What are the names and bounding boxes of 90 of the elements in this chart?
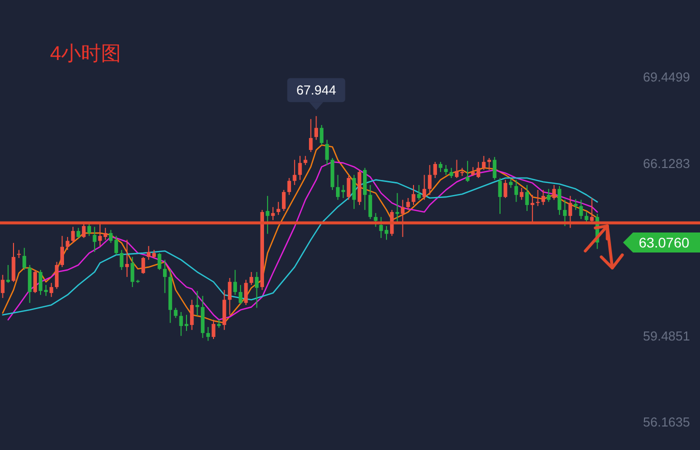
candlestick <box>536 189 540 207</box>
candlestick <box>584 212 588 222</box>
candlestick <box>433 161 437 179</box>
candlestick <box>298 155 302 180</box>
candlestick <box>374 212 378 228</box>
candlestick <box>0 274 5 298</box>
candlestick <box>487 158 492 170</box>
y-tick-label: 69.4499 <box>643 70 690 84</box>
chart-title: 4小时图 <box>50 43 122 65</box>
candlestick <box>54 261 59 290</box>
candlestick <box>92 226 96 253</box>
candlestick <box>454 159 459 179</box>
candlestick <box>546 188 550 202</box>
candlestick <box>125 239 129 278</box>
annotation: 67.944 <box>296 82 336 98</box>
candlestick <box>212 319 216 340</box>
y-tick-label: 59.4851 <box>643 328 690 344</box>
candlestick <box>82 223 86 238</box>
candlestick <box>254 272 259 308</box>
candlestick <box>336 174 340 200</box>
candlestick <box>33 269 37 294</box>
candlestick <box>368 184 372 220</box>
candlestick <box>304 155 308 166</box>
candlestick <box>568 195 572 228</box>
candlestick <box>574 198 578 210</box>
candlestick <box>190 299 194 330</box>
candlestick <box>406 198 410 210</box>
candlestick <box>66 236 70 250</box>
candlestick <box>341 184 346 198</box>
candlestick <box>174 307 178 318</box>
candlestick <box>504 179 508 198</box>
candlestick <box>438 161 442 173</box>
candlestick <box>352 174 356 210</box>
candlestick <box>287 178 292 196</box>
candlestick <box>325 139 329 166</box>
candlestick <box>530 194 534 222</box>
y-tick-label: 56.1635 <box>643 414 690 430</box>
candlestick <box>563 199 567 227</box>
candlestick <box>320 124 324 146</box>
candlestick <box>482 155 486 170</box>
candlestick <box>114 235 118 256</box>
candlestick <box>108 229 113 244</box>
candlestick <box>428 164 432 196</box>
candlestick <box>579 199 583 220</box>
candlestick <box>422 174 426 200</box>
candlestick <box>228 277 232 316</box>
candlestick <box>444 164 448 176</box>
candlestick <box>238 284 242 304</box>
candlestick <box>233 269 237 296</box>
candlestick <box>417 184 421 200</box>
candlestick <box>276 201 280 216</box>
candlestick <box>282 189 286 212</box>
candlestick <box>346 175 350 200</box>
candlestick <box>141 256 146 274</box>
candlestick <box>12 242 16 282</box>
candlestick <box>395 192 400 222</box>
candlestick <box>76 227 80 238</box>
candlestick <box>292 159 296 186</box>
candlestick <box>195 290 200 316</box>
candlestick <box>163 259 167 294</box>
candlestick <box>6 264 10 284</box>
candlestick <box>250 272 254 286</box>
candlestick <box>266 195 270 234</box>
candlestick <box>590 198 594 224</box>
y-tick-label: 66.1283 <box>643 156 690 171</box>
candlestick <box>271 206 275 221</box>
candlestick <box>541 189 546 206</box>
candlestick <box>206 326 210 342</box>
candlestick <box>60 235 64 268</box>
candlestick <box>22 247 26 270</box>
candlestick <box>50 282 54 298</box>
text: 63.0760 <box>638 234 690 251</box>
candlestick <box>87 223 92 236</box>
candlestick <box>400 199 405 238</box>
candlestick <box>466 160 470 182</box>
candlestick <box>514 179 518 202</box>
candlestick <box>120 249 124 270</box>
candlestick <box>450 167 454 179</box>
candlestick <box>558 186 562 216</box>
candlestick <box>525 184 529 212</box>
candlestick <box>552 184 556 200</box>
candlestick <box>492 156 496 180</box>
candlestick <box>244 279 248 306</box>
candlestick <box>158 252 162 270</box>
candlestick <box>308 118 313 153</box>
candlestick <box>498 178 502 214</box>
candlestick <box>71 226 75 244</box>
candlestick <box>314 116 318 140</box>
candlestick <box>412 184 416 206</box>
candlestick <box>520 187 524 200</box>
